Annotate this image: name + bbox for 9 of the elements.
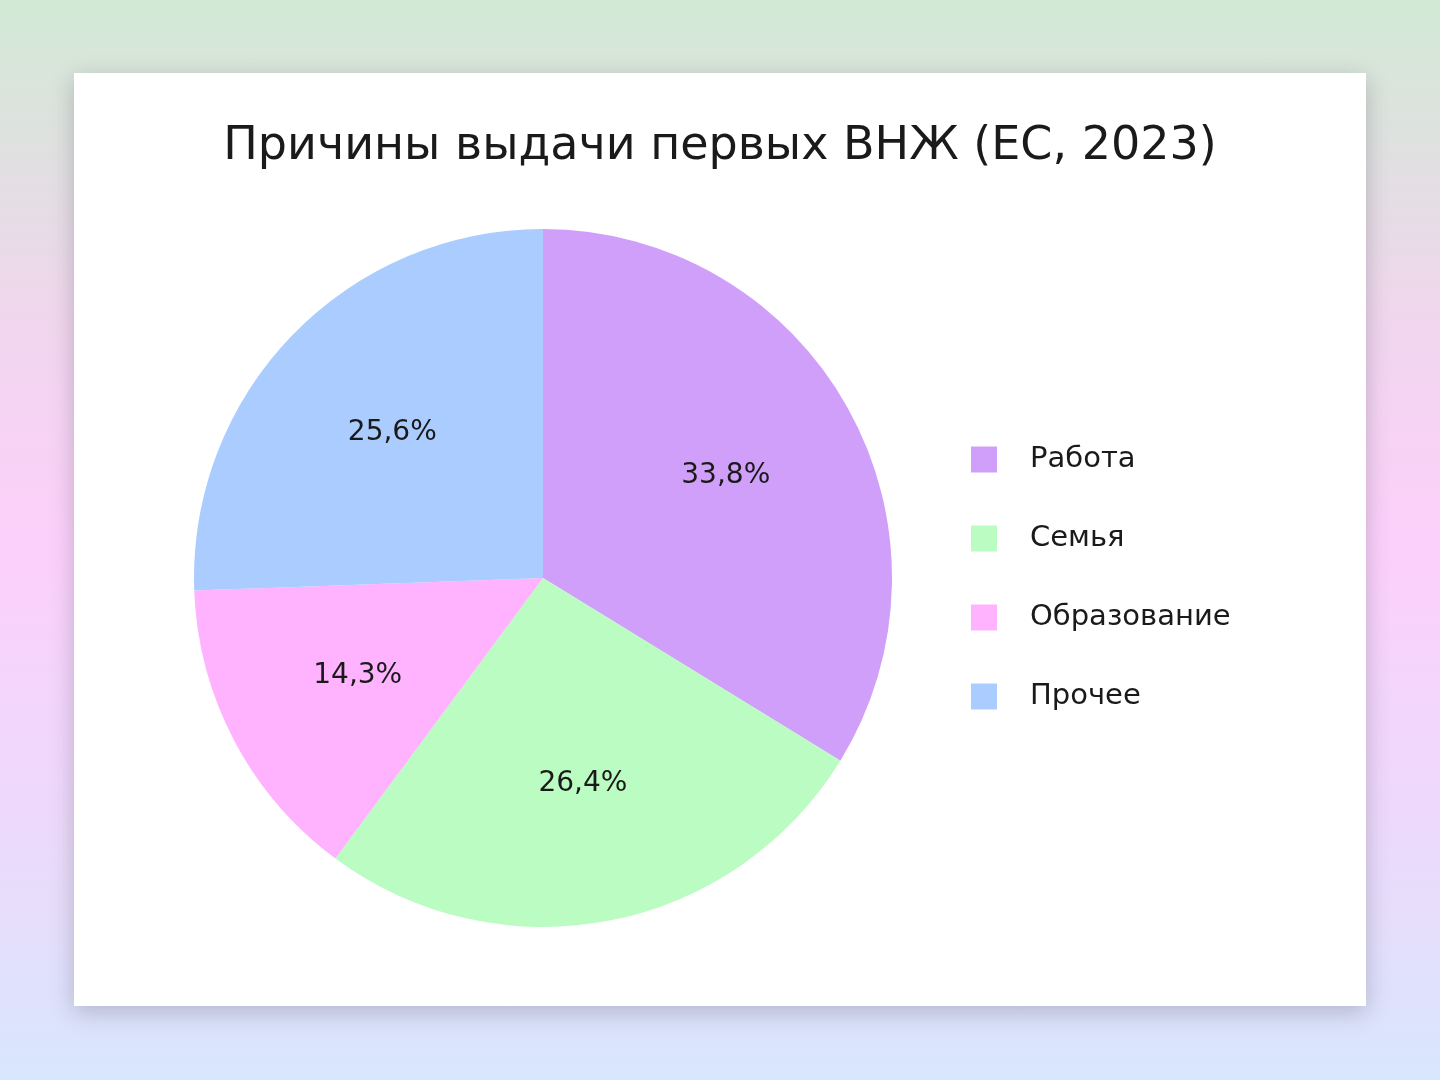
- legend-label: Работа: [1030, 440, 1136, 475]
- legend-label: Семья: [1030, 519, 1125, 554]
- legend-label: Образование: [1030, 598, 1231, 633]
- data-label: 33,8%: [681, 457, 771, 491]
- data-label: 14,3%: [313, 656, 403, 690]
- data-label: 26,4%: [538, 764, 628, 798]
- data-label: 25,6%: [347, 413, 437, 447]
- legend-label: Прочее: [1030, 677, 1141, 712]
- chart-title: Причины выдачи первых ВНЖ (ЕС, 2023): [223, 115, 1217, 170]
